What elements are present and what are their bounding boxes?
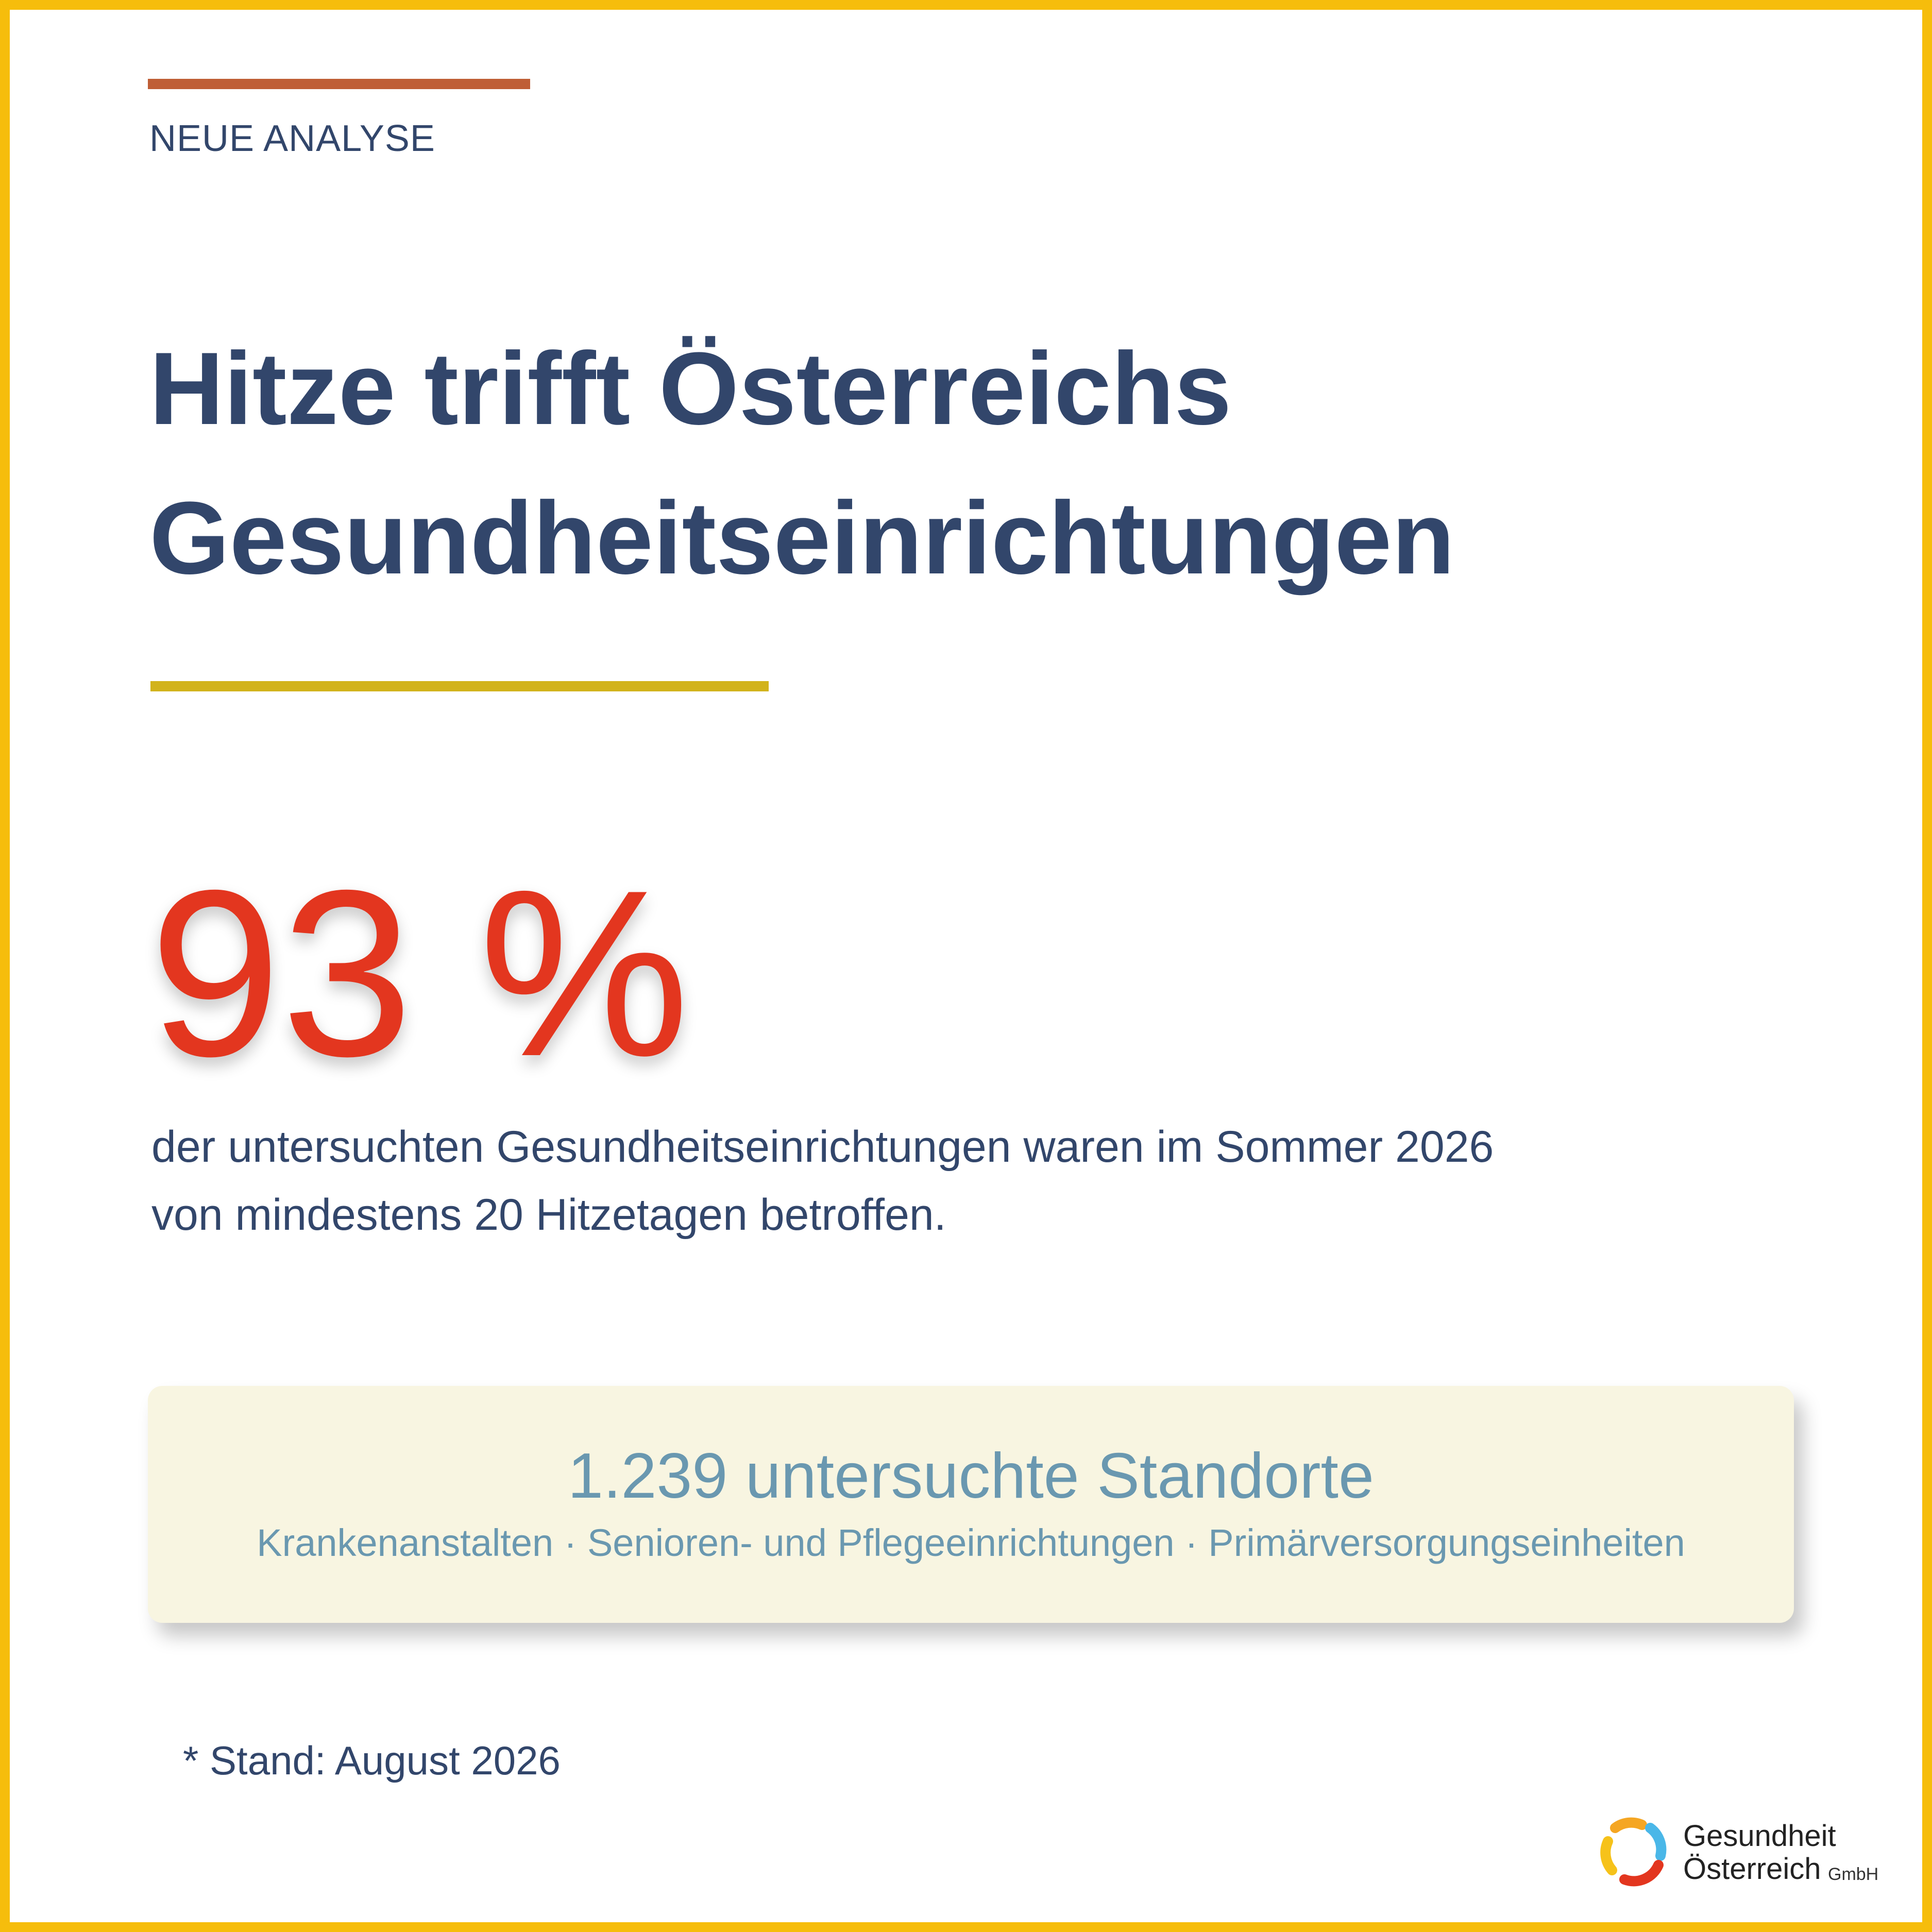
sample-info-card: 1.239 untersuchte Standorte Krankenansta… [148,1386,1794,1623]
divider-rule [150,681,769,691]
facility-categories: Krankenanstalten · Senioren- und Pflegee… [257,1521,1685,1564]
organization-logo: Gesundheit Österreich GmbH [1595,1814,1888,1896]
page-title: Hitze trifft Österreichs Gesundheitseinr… [149,314,1455,613]
logo-text-line-1: Gesundheit [1683,1819,1836,1853]
logo-text-suffix: GmbH [1828,1865,1879,1884]
logo-text-line-2: Österreich [1683,1852,1821,1886]
top-accent-rule [148,79,530,89]
footnote: * Stand: August 2026 [183,1738,561,1783]
key-stat-description: der untersuchten Gesundheitseinrichtunge… [151,1113,1494,1249]
sample-count-headline: 1.239 untersuchte Standorte [568,1440,1374,1512]
description-line-2: von mindestens 20 Hitzetagen betroffen. [151,1190,946,1240]
title-line-2: Gesundheitseinrichtungen [149,481,1455,596]
title-line-1: Hitze trifft Österreichs [149,331,1232,446]
kicker-label: NEUE ANALYSE [149,118,435,159]
key-stat-value: 93 % [149,841,690,1106]
description-line-1: der untersuchten Gesundheitseinrichtunge… [151,1122,1494,1172]
logo-ring-icon [1600,1817,1667,1887]
